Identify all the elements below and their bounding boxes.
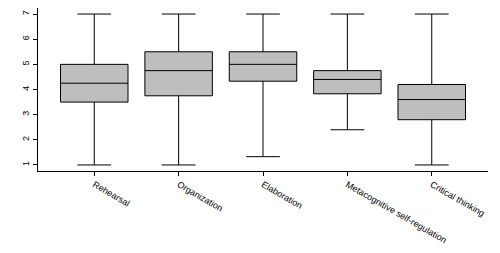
svg-text:5: 5 bbox=[21, 60, 31, 65]
svg-text:Metacognitive self-regulation: Metacognitive self-regulation bbox=[344, 179, 448, 245]
svg-text:3: 3 bbox=[21, 111, 31, 116]
svg-text:4: 4 bbox=[21, 86, 31, 91]
svg-text:7: 7 bbox=[21, 10, 31, 15]
svg-text:Elaboration: Elaboration bbox=[260, 179, 304, 210]
svg-text:6: 6 bbox=[21, 35, 31, 40]
svg-text:2: 2 bbox=[21, 136, 31, 141]
svg-text:Critical thinking: Critical thinking bbox=[429, 179, 487, 218]
svg-text:1: 1 bbox=[21, 161, 31, 166]
svg-text:Organization: Organization bbox=[175, 179, 224, 213]
svg-text:Rehearsal: Rehearsal bbox=[91, 179, 132, 208]
